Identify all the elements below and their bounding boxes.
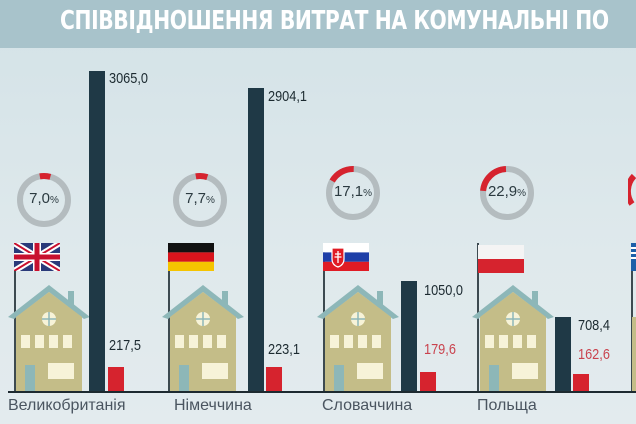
utility-bar-germany xyxy=(266,367,282,391)
income-value-germany: 2904,1 xyxy=(268,88,308,105)
share-value: 17,1 xyxy=(333,183,364,200)
share-value: 7,0 xyxy=(29,190,50,207)
house-icon xyxy=(8,285,90,391)
percent-sign: % xyxy=(49,195,59,206)
slovakia-flag-icon xyxy=(323,243,369,271)
utility-value-poland: 162,6 xyxy=(578,346,610,363)
share-value: 7,7 xyxy=(185,190,206,207)
percent-sign: % xyxy=(363,188,373,199)
percent-sign: % xyxy=(205,195,215,206)
utility-value-uk: 217,5 xyxy=(109,337,141,354)
chart-baseline xyxy=(8,391,636,393)
country-label-slovakia: Словаччина xyxy=(322,397,413,414)
country-label-poland: Польща xyxy=(477,397,537,414)
share-label-uk: 7,0% xyxy=(14,190,74,207)
house-icon xyxy=(162,285,244,391)
income-bar-slovakia xyxy=(401,281,417,391)
uk-flag-icon xyxy=(14,243,60,271)
share-label-poland: 22,9% xyxy=(477,183,537,200)
utility-value-germany: 223,1 xyxy=(268,341,300,358)
income-bar-germany xyxy=(248,88,264,391)
share-donut-partial xyxy=(628,173,636,206)
income-value-poland: 708,4 xyxy=(578,317,610,334)
utility-bar-uk xyxy=(108,367,124,391)
percent-sign: % xyxy=(517,188,527,199)
germany-flag-icon xyxy=(168,243,214,271)
income-value-slovakia: 1050,0 xyxy=(424,282,464,299)
utility-bar-slovakia xyxy=(420,372,436,391)
share-donut-poland xyxy=(479,166,534,220)
greece-flag-icon xyxy=(631,243,636,271)
title-band: СПІВВІДНОШЕННЯ ВИТРАТ НА КОМУНАЛЬНІ ПО xyxy=(0,0,636,48)
share-donut-germany xyxy=(173,173,227,227)
utility-bar-poland xyxy=(573,374,589,391)
house-icon xyxy=(317,285,399,391)
share-label-slovakia: 17,1% xyxy=(323,183,383,200)
country-label-uk: Великобританія xyxy=(8,397,126,414)
poland-flag-icon xyxy=(478,245,524,273)
chart-title: СПІВВІДНОШЕННЯ ВИТРАТ НА КОМУНАЛЬНІ ПО xyxy=(60,6,609,36)
income-value-uk: 3065,0 xyxy=(109,70,149,87)
share-donut-slovakia xyxy=(326,166,380,220)
share-label-germany: 7,7% xyxy=(170,190,230,207)
income-bar-uk xyxy=(89,71,105,391)
house-icon xyxy=(632,317,636,391)
house-icon xyxy=(472,285,554,391)
country-label-germany: Німеччина xyxy=(174,397,252,414)
income-bar-poland xyxy=(555,317,571,391)
share-value: 22,9 xyxy=(487,183,518,200)
utility-value-slovakia: 179,6 xyxy=(424,341,456,358)
share-donut-uk xyxy=(17,173,71,227)
